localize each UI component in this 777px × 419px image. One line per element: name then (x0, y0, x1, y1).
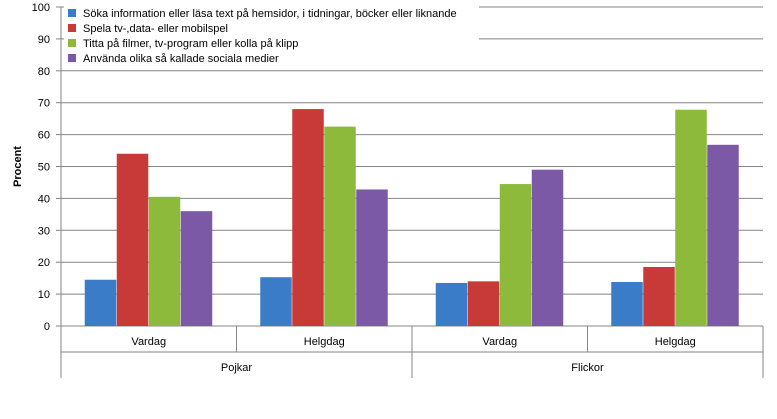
legend-label: Titta på filmer, tv-program eller kolla … (83, 38, 298, 50)
y-tick-label: 30 (38, 225, 50, 237)
legend-swatch (68, 24, 76, 32)
bar (499, 184, 532, 326)
bar (324, 126, 356, 326)
bar (116, 153, 149, 326)
y-tick-label: 100 (32, 2, 50, 14)
y-tick-label: 50 (38, 162, 50, 174)
bar (675, 109, 707, 326)
y-tick-label: 20 (38, 257, 50, 269)
legend: Söka information eller läsa text på hems… (64, 3, 479, 69)
y-tick-label: 0 (44, 321, 50, 333)
legend-label: Söka information eller läsa text på hems… (83, 8, 457, 20)
x-category-label: Helgdag (655, 336, 696, 348)
bars (84, 109, 739, 326)
bar (148, 196, 181, 326)
x-group-label: Flickor (571, 362, 604, 374)
y-tick-label: 80 (38, 66, 50, 78)
bar (467, 281, 500, 326)
x-category-label: Helgdag (304, 336, 345, 348)
y-tick-label: 40 (38, 193, 50, 205)
legend-background (64, 3, 479, 69)
bar (84, 279, 117, 326)
x-category-labels: Vardag Helgdag Vardag Helgdag (131, 336, 695, 348)
bar (611, 281, 643, 326)
y-tick-labels: 0 10 20 30 40 50 60 70 80 90 100 (32, 2, 50, 333)
legend-label: Använda olika så kallade sociala medier (83, 53, 279, 65)
y-tick-label: 70 (38, 98, 50, 110)
legend-swatch (68, 39, 76, 47)
bar (260, 277, 292, 326)
bar (180, 211, 213, 326)
bar (531, 169, 564, 326)
legend-swatch (68, 54, 76, 62)
x-group-label: Pojkar (221, 362, 253, 374)
bar (356, 189, 388, 326)
legend-label: Spela tv-,data- eller mobilspel (83, 23, 228, 35)
x-category-label: Vardag (482, 336, 517, 348)
x-category-label: Vardag (131, 336, 166, 348)
x-group-labels: Pojkar Flickor (221, 362, 604, 374)
bar (435, 282, 468, 326)
bar (292, 109, 324, 326)
y-tick-label: 10 (38, 289, 50, 301)
y-tick-label: 60 (38, 130, 50, 142)
bar (643, 266, 675, 326)
y-axis-label: Procent (12, 146, 24, 187)
y-tick-label: 90 (38, 34, 50, 46)
bar (707, 144, 739, 326)
legend-swatch (68, 9, 76, 17)
